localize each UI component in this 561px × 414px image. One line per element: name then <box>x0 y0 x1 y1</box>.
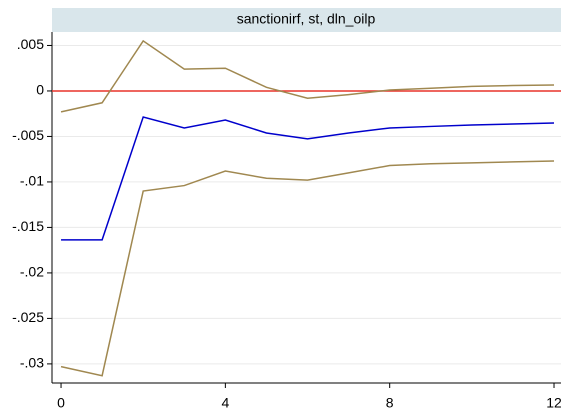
chart-title: sanctionirf, st, dln_oilp <box>237 11 376 27</box>
y-tick-label: 0 <box>36 82 44 98</box>
y-tick-label: -.03 <box>20 355 44 371</box>
y-tick-label: .005 <box>17 36 44 52</box>
y-tick-label: -.015 <box>12 218 44 234</box>
y-tick-label: -.02 <box>20 264 44 280</box>
line-series <box>61 116 555 241</box>
line-series <box>60 160 555 377</box>
y-tick-label: -.005 <box>12 127 44 143</box>
line-series <box>60 39 555 113</box>
x-tick-label: 12 <box>546 395 561 411</box>
title-bar <box>52 8 561 32</box>
y-tick-label: -.01 <box>20 173 44 189</box>
x-tick-label: 0 <box>57 395 65 411</box>
x-tick-label: 4 <box>221 395 229 411</box>
y-tick-label: -.025 <box>12 309 44 325</box>
x-tick-label: 8 <box>386 395 394 411</box>
